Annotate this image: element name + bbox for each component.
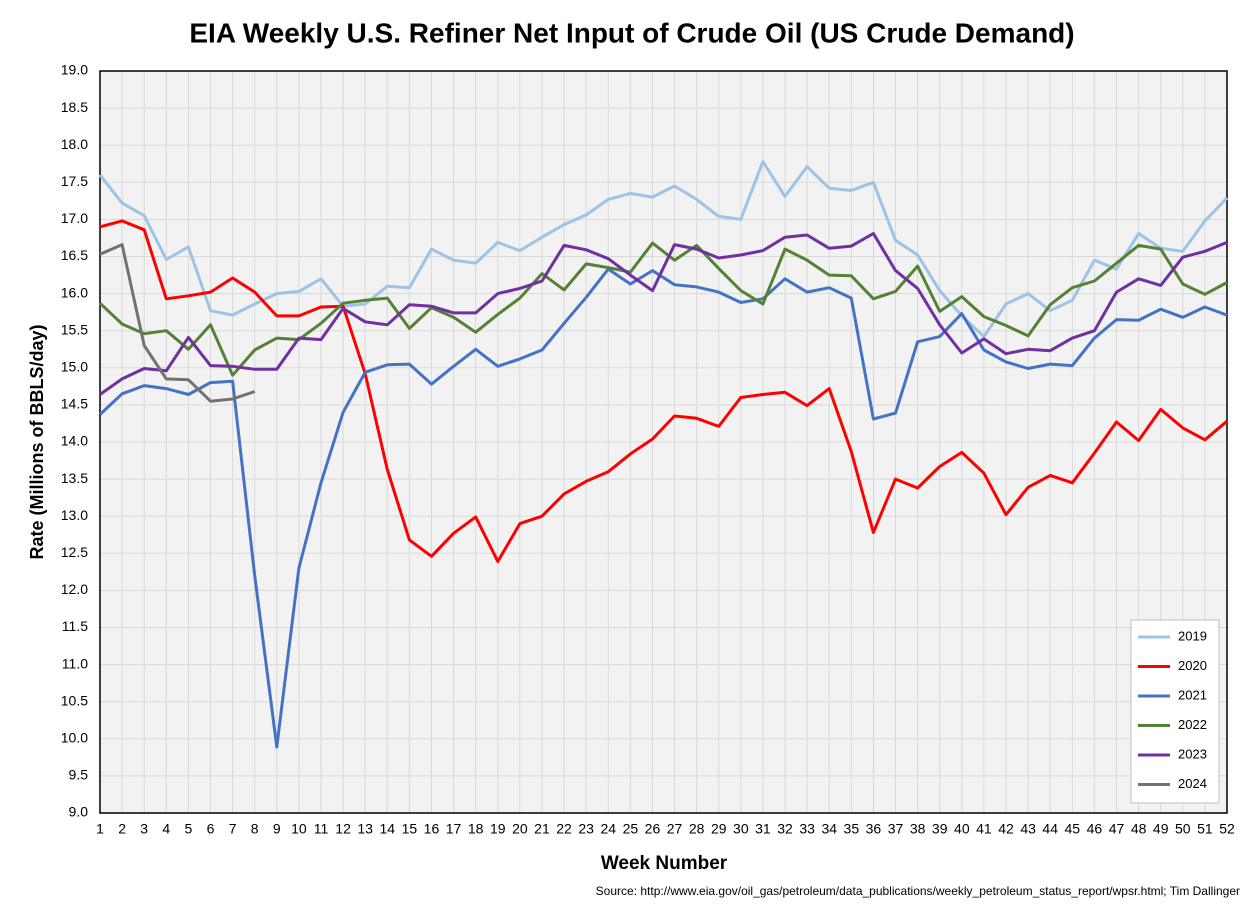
y-tick-label: 13.0 xyxy=(61,507,88,523)
legend-label: 2020 xyxy=(1178,658,1207,673)
x-tick-label: 17 xyxy=(446,821,462,837)
x-tick-label: 52 xyxy=(1219,821,1235,837)
plot-border xyxy=(99,70,1228,814)
x-tick-label: 11 xyxy=(314,821,329,837)
x-tick-label: 18 xyxy=(468,821,484,837)
y-tick-label: 9.5 xyxy=(69,767,89,783)
x-tick-label: 33 xyxy=(799,821,815,837)
x-tick-label: 1 xyxy=(96,821,104,837)
x-tick-label: 50 xyxy=(1175,821,1191,837)
y-tick-label: 10.5 xyxy=(61,692,88,708)
x-tick-label: 34 xyxy=(821,821,837,837)
x-tick-label: 22 xyxy=(556,821,572,837)
data-line xyxy=(99,219,1228,563)
legend-label: 2019 xyxy=(1178,628,1207,643)
x-tick-label: 25 xyxy=(623,821,639,837)
x-tick-label: 5 xyxy=(184,821,192,837)
data-line xyxy=(98,241,1228,377)
y-tick-label: 11.5 xyxy=(62,618,88,634)
x-tick-label: 51 xyxy=(1197,821,1213,837)
x-tick-label: 39 xyxy=(932,821,948,837)
x-tick-label: 8 xyxy=(251,821,259,837)
x-tick-label: 48 xyxy=(1131,821,1147,837)
x-tick-label: 26 xyxy=(645,821,661,837)
x-tick-label: 35 xyxy=(844,821,860,837)
legend-box xyxy=(1130,619,1220,804)
x-tick-label: 38 xyxy=(910,821,926,837)
y-tick-label: 11.0 xyxy=(62,655,88,671)
x-tick-label: 12 xyxy=(335,821,351,837)
x-tick-label: 29 xyxy=(711,821,727,837)
x-tick-label: 4 xyxy=(162,821,170,837)
x-tick-label: 2 xyxy=(118,821,126,837)
y-tick-label: 15.5 xyxy=(61,321,88,337)
data-line xyxy=(99,243,256,403)
chart-title: EIA Weekly U.S. Refiner Net Input of Cru… xyxy=(189,17,1074,48)
x-tick-label: 49 xyxy=(1153,821,1169,837)
x-tick-label: 6 xyxy=(207,821,215,837)
x-axis-label: Week Number xyxy=(601,853,728,874)
x-tick-label: 23 xyxy=(578,821,594,837)
x-tick-label: 14 xyxy=(379,821,395,837)
x-tick-label: 36 xyxy=(866,821,882,837)
y-tick-label: 17.0 xyxy=(61,210,88,226)
legend-label: 2024 xyxy=(1178,776,1207,791)
legend: 2019 2020 2021 2022 2023 2024 xyxy=(1130,619,1220,804)
x-tick-label: 21 xyxy=(534,821,550,837)
y-tick-label: 12.0 xyxy=(61,581,88,597)
x-tick-label: 30 xyxy=(733,821,749,837)
x-tick-label: 42 xyxy=(998,821,1014,837)
x-tick-label: 24 xyxy=(600,821,616,837)
y-tick-label: 16.5 xyxy=(61,247,88,263)
y-tick-label: 13.5 xyxy=(61,470,88,486)
x-tick-label: 46 xyxy=(1087,821,1103,837)
y-tick-label: 10.0 xyxy=(61,730,88,746)
x-tick-label: 20 xyxy=(512,821,528,837)
x-tick-label: 27 xyxy=(667,821,683,837)
x-tick-label: 40 xyxy=(954,821,970,837)
source-note: Source: http://www.eia.gov/oil_gas/petro… xyxy=(596,884,1240,898)
x-tick-label: 41 xyxy=(976,821,992,837)
y-tick-label: 12.5 xyxy=(61,544,88,560)
x-tick-label: 10 xyxy=(291,821,307,837)
data-line xyxy=(98,160,1229,339)
y-tick-label: 18.5 xyxy=(61,99,88,115)
x-tick-label: 19 xyxy=(490,821,506,837)
x-tick-label: 9 xyxy=(273,821,281,837)
y-tick-label: 18.0 xyxy=(61,136,88,152)
x-tick-label: 7 xyxy=(229,821,237,837)
x-tick-label: 15 xyxy=(402,821,418,837)
legend-label: 2023 xyxy=(1178,746,1207,761)
x-tick-label: 32 xyxy=(777,821,793,837)
x-tick-label: 37 xyxy=(888,821,904,837)
y-tick-label: 17.5 xyxy=(61,173,88,189)
y-axis-label: Rate (Millions of BBLS/day) xyxy=(27,324,47,559)
y-tick-label: 16.0 xyxy=(61,284,88,300)
x-tick-label: 43 xyxy=(1020,821,1036,837)
y-tick-label: 14.5 xyxy=(61,396,88,412)
x-tick-label: 13 xyxy=(357,821,373,837)
x-tick-label: 28 xyxy=(689,821,705,837)
y-tick-label: 15.0 xyxy=(61,359,88,375)
legend-label: 2022 xyxy=(1178,717,1207,732)
y-tick-label: 9.0 xyxy=(69,804,89,820)
y-tick-label: 14.0 xyxy=(61,433,88,449)
x-tick-label: 16 xyxy=(424,821,440,837)
x-tick-label: 45 xyxy=(1065,821,1081,837)
x-tick-label: 3 xyxy=(140,821,148,837)
data-line xyxy=(98,267,1228,749)
legend-label: 2021 xyxy=(1178,687,1207,702)
y-tick-label: 19.0 xyxy=(61,62,88,78)
x-tick-label: 44 xyxy=(1042,821,1058,837)
data-line xyxy=(99,232,1228,396)
x-tick-label: 47 xyxy=(1109,821,1125,837)
x-tick-label: 31 xyxy=(755,821,771,837)
